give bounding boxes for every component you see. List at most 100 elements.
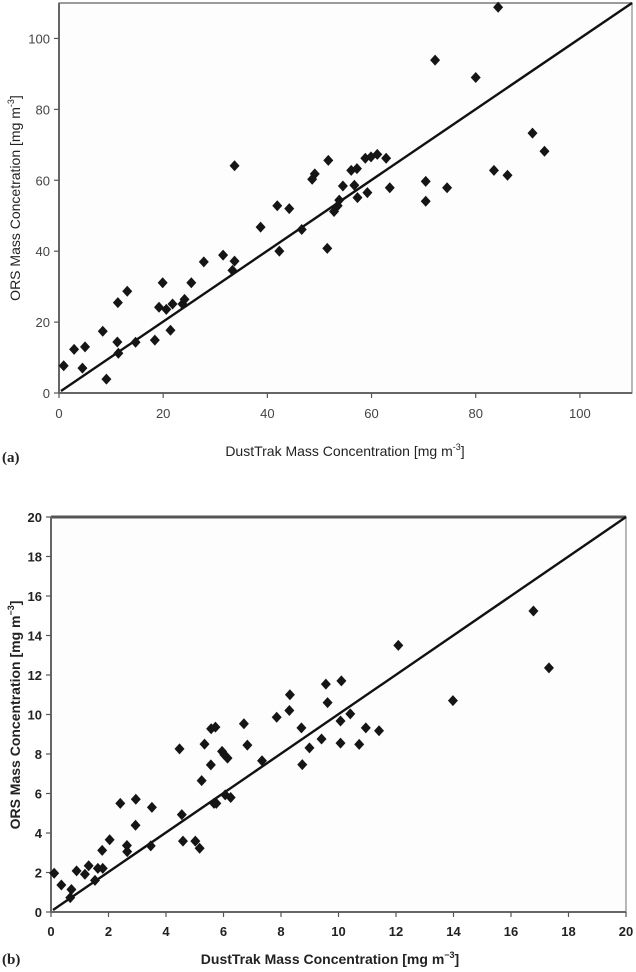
data-point — [97, 325, 108, 337]
x-tick-label: 100 — [569, 406, 591, 421]
data-point — [206, 723, 217, 735]
x-tick-label: 12 — [389, 924, 403, 939]
data-point — [157, 277, 168, 289]
data-point — [345, 708, 356, 720]
x-tick-label: 60 — [364, 406, 378, 421]
data-point — [354, 738, 365, 750]
data-point — [470, 71, 481, 83]
data-point — [309, 168, 320, 180]
data-point — [89, 874, 100, 886]
data-point — [194, 842, 205, 854]
x-tick-label: 8 — [277, 924, 284, 939]
scatter-chart-b: 0 2 4 6 8 10 12 14 16 18 20 0 2 4 6 8 10 12 14 16 18 20 DustTr… — [2, 510, 633, 968]
data-point — [174, 743, 185, 755]
data-point — [154, 301, 165, 313]
data-point — [211, 797, 222, 809]
data-point — [149, 334, 160, 346]
x-tick-label: 16 — [504, 924, 518, 939]
data-point — [65, 892, 76, 904]
data-point — [442, 182, 453, 194]
data-point — [113, 347, 124, 359]
x-tick-label: 0 — [55, 406, 62, 421]
y-tick-label: 14 — [28, 629, 43, 644]
data-point — [83, 860, 94, 872]
data-point — [121, 839, 132, 851]
data-point — [77, 362, 88, 374]
data-point — [104, 834, 115, 846]
data-point — [71, 865, 82, 877]
data-point — [493, 1, 504, 13]
y-tick-label: 20 — [36, 315, 50, 330]
data-point — [255, 221, 266, 233]
y-axis-title: ORS Mass Concetration [mg m-3] — [6, 95, 23, 301]
data-point — [177, 835, 188, 847]
x-tick-label: 20 — [156, 406, 170, 421]
data-point — [488, 164, 499, 176]
data-point — [229, 160, 240, 172]
data-point — [430, 54, 441, 66]
data-point — [502, 169, 513, 181]
data-point — [210, 721, 221, 733]
data-point — [336, 675, 347, 687]
x-tick-label: 20 — [619, 924, 633, 939]
data-point — [66, 883, 77, 895]
data-point — [69, 343, 80, 355]
data-point — [179, 293, 190, 305]
y-tick-label: 6 — [35, 787, 42, 802]
x-tick-label: 6 — [220, 924, 227, 939]
data-point — [539, 145, 550, 157]
x-tick-label: 4 — [162, 924, 170, 939]
data-point — [190, 835, 201, 847]
data-point — [130, 793, 141, 805]
data-point — [146, 801, 157, 813]
data-point — [112, 297, 123, 309]
data-point — [222, 752, 233, 764]
data-point — [296, 224, 307, 236]
y-tick-label: 8 — [35, 747, 42, 762]
data-point — [296, 722, 307, 734]
y-tick-label: 10 — [28, 708, 42, 723]
data-point — [219, 749, 230, 761]
data-point — [199, 738, 210, 750]
data-point — [112, 336, 123, 348]
data-point — [393, 639, 404, 651]
data-point — [349, 179, 360, 191]
data-point — [218, 249, 229, 261]
data-point — [352, 192, 363, 204]
data-point — [49, 867, 60, 879]
data-point — [284, 689, 295, 701]
data-point — [316, 733, 327, 745]
data-point — [186, 277, 197, 289]
y-axis-title: ORS Mass Concentration [mg m−3] — [6, 601, 23, 830]
data-point — [322, 242, 333, 254]
data-point — [447, 695, 458, 707]
data-point — [351, 163, 362, 175]
y-tick-label: 4 — [35, 826, 43, 841]
y-tick-label: 20 — [28, 510, 42, 525]
data-point — [334, 194, 345, 206]
data-point — [97, 862, 108, 874]
data-point — [122, 285, 133, 297]
data-point — [337, 180, 348, 192]
chart-panel-b: 0 2 4 6 8 10 12 14 16 18 20 0 2 4 6 8 10 12 14 16 18 20 DustTr… — [0, 480, 636, 972]
data-point — [101, 373, 112, 385]
data-point — [271, 711, 282, 723]
data-point — [122, 846, 133, 858]
data-point — [238, 718, 249, 730]
data-point — [335, 737, 346, 749]
x-axis-title: DustTrak Mass Concentration [mg m−3] — [201, 950, 459, 967]
data-point — [242, 739, 253, 751]
x-tick-label: 18 — [561, 924, 575, 939]
data-point — [167, 298, 178, 310]
data-point — [360, 722, 371, 734]
data-point — [381, 152, 392, 164]
panel-label: (b) — [2, 952, 20, 968]
data-point — [284, 705, 295, 717]
x-tick-label: 40 — [260, 406, 274, 421]
data-point — [272, 200, 283, 212]
y-tick-label: 100 — [28, 31, 50, 46]
data-point — [198, 256, 209, 268]
x-axis-title: DustTrak Mass Concentration [mg m-3] — [225, 442, 464, 459]
data-point — [145, 840, 156, 852]
data-point — [115, 797, 126, 809]
